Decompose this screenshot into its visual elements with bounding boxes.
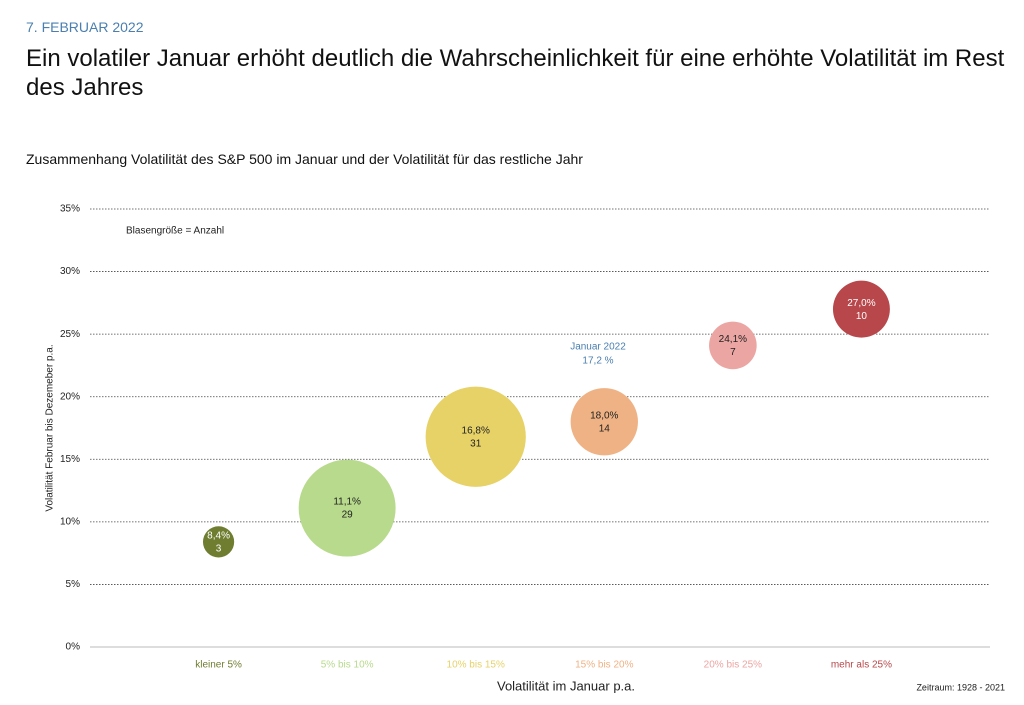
value-label: 16,8% — [462, 425, 490, 436]
value-label: 18,0% — [590, 410, 618, 421]
bubble — [202, 526, 235, 558]
y-tick-label: 15% — [60, 454, 80, 465]
size-label: 3 — [216, 544, 222, 555]
period-note: Zeitraum: 1928 - 2021 — [916, 682, 1005, 692]
y-tick-label: 25% — [60, 329, 80, 340]
size-note: Blasengröße = Anzahl — [126, 226, 224, 237]
bubble — [832, 280, 890, 338]
size-label: 10 — [856, 311, 868, 322]
x-tick-label: 5% bis 10% — [321, 660, 374, 671]
y-axis-label: Volatilität Februar bis Dezemeber p.a. — [45, 344, 56, 511]
y-tick-label: 30% — [60, 266, 80, 277]
x-tick-label: mehr als 25% — [831, 660, 892, 671]
date: 7. FEBRUAR 2022 — [26, 19, 144, 35]
value-label: 24,1% — [719, 334, 747, 345]
x-tick-label: kleiner 5% — [195, 660, 242, 671]
y-tick-label: 20% — [60, 391, 80, 402]
x-tick-label: 15% bis 20% — [575, 660, 633, 671]
x-tick-label: 10% bis 15% — [447, 660, 505, 671]
value-label: 8,4% — [207, 531, 230, 542]
value-label: 11,1% — [333, 497, 361, 508]
subtitle: Zusammenhang Volatilität des S&P 500 im … — [26, 151, 583, 167]
annotation: Januar 2022 — [570, 342, 626, 353]
bubble — [570, 388, 638, 456]
y-tick-label: 35% — [60, 204, 80, 215]
x-tick-label: 20% bis 25% — [704, 660, 762, 671]
y-tick-label: 5% — [66, 579, 81, 590]
bubble — [298, 459, 396, 557]
chart-title: Ein volatiler Januar erhöht deutlich die… — [26, 45, 1005, 101]
y-tick-label: 0% — [66, 642, 81, 653]
size-label: 29 — [342, 510, 354, 521]
bubble — [709, 321, 757, 370]
size-label: 31 — [470, 438, 482, 449]
bubble — [425, 386, 526, 487]
annotation: 17,2 % — [582, 356, 613, 367]
size-label: 14 — [599, 423, 611, 434]
x-axis-label: Volatilität im Januar p.a. — [497, 678, 635, 693]
value-label: 27,0% — [847, 298, 875, 309]
size-label: 7 — [730, 347, 736, 358]
y-tick-label: 10% — [60, 516, 80, 527]
